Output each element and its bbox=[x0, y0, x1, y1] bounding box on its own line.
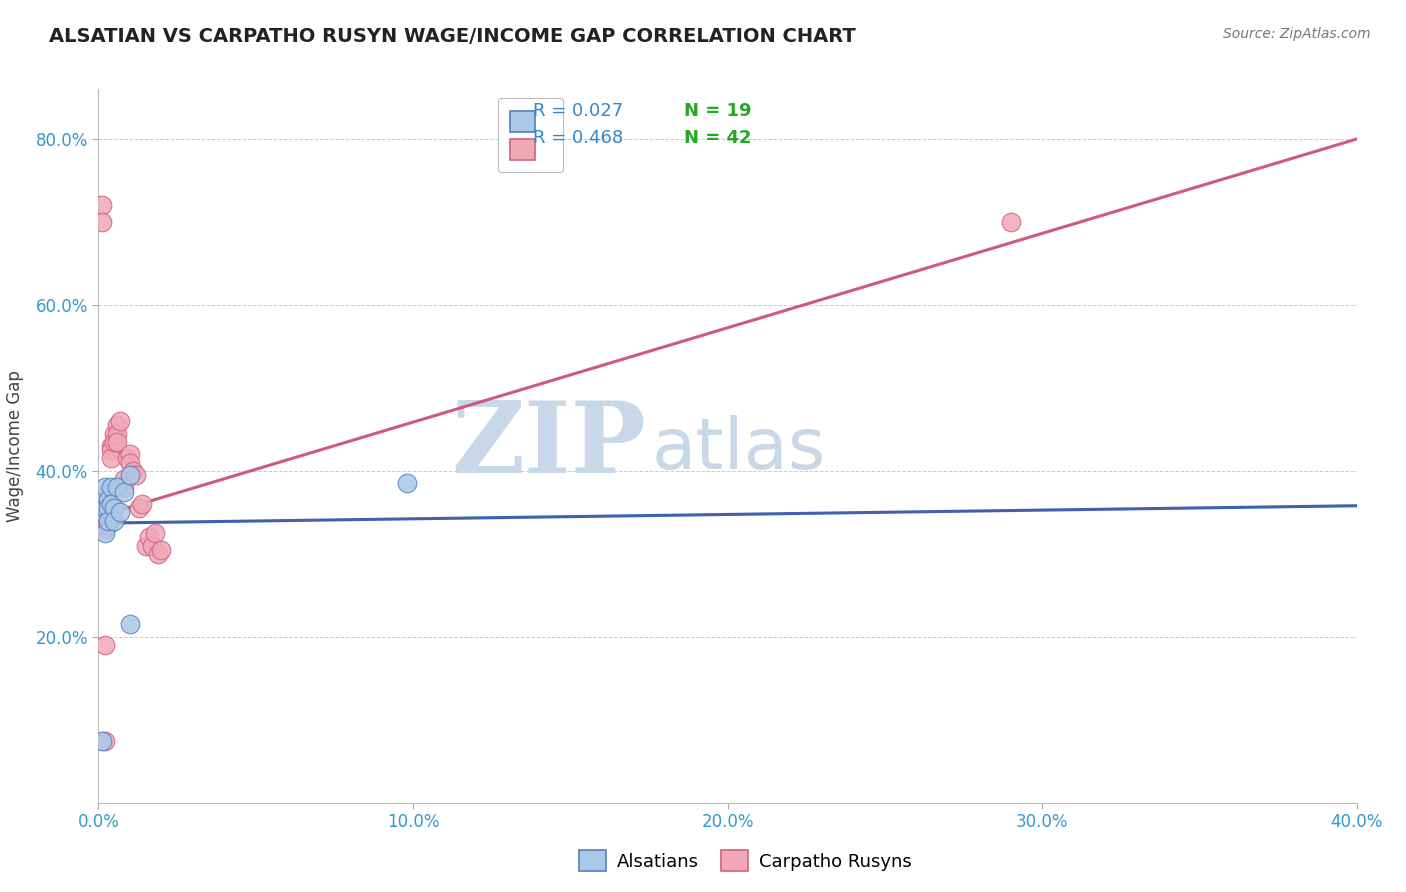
Point bbox=[115, 451, 138, 466]
Text: Source: ZipAtlas.com: Source: ZipAtlas.com bbox=[1223, 27, 1371, 41]
Point bbox=[112, 481, 135, 495]
Point bbox=[131, 497, 153, 511]
Point bbox=[128, 501, 150, 516]
Point bbox=[103, 514, 125, 528]
Point bbox=[97, 484, 120, 499]
Point bbox=[110, 505, 132, 519]
Point bbox=[90, 492, 112, 507]
Point bbox=[97, 492, 120, 507]
Point bbox=[118, 617, 141, 632]
Point bbox=[90, 497, 112, 511]
Point bbox=[97, 492, 120, 507]
Point bbox=[93, 497, 115, 511]
Point bbox=[150, 542, 173, 557]
Point bbox=[93, 522, 115, 536]
Point bbox=[90, 198, 112, 212]
Text: R = 0.027: R = 0.027 bbox=[533, 103, 623, 120]
Point bbox=[100, 439, 122, 453]
Point bbox=[148, 547, 170, 561]
Point bbox=[135, 539, 157, 553]
Point bbox=[122, 464, 145, 478]
Point bbox=[118, 468, 141, 483]
Point bbox=[93, 489, 115, 503]
Point bbox=[97, 501, 120, 516]
Y-axis label: Wage/Income Gap: Wage/Income Gap bbox=[7, 370, 24, 522]
Point bbox=[395, 476, 418, 491]
Point bbox=[97, 501, 120, 516]
Point bbox=[93, 505, 115, 519]
Point bbox=[103, 426, 125, 441]
Point bbox=[112, 484, 135, 499]
Point bbox=[105, 426, 128, 441]
Point bbox=[100, 451, 122, 466]
Point bbox=[97, 517, 120, 532]
Point bbox=[141, 539, 163, 553]
Text: ZIP: ZIP bbox=[451, 398, 645, 494]
Point bbox=[138, 530, 160, 544]
Point bbox=[1000, 215, 1022, 229]
Point bbox=[93, 514, 115, 528]
Point bbox=[93, 501, 115, 516]
Point bbox=[103, 501, 125, 516]
Point bbox=[100, 443, 122, 458]
Text: atlas: atlas bbox=[652, 415, 827, 484]
Text: R = 0.468: R = 0.468 bbox=[533, 129, 623, 147]
Text: N = 19: N = 19 bbox=[683, 103, 751, 120]
Point bbox=[93, 526, 115, 541]
Text: ALSATIAN VS CARPATHO RUSYN WAGE/INCOME GAP CORRELATION CHART: ALSATIAN VS CARPATHO RUSYN WAGE/INCOME G… bbox=[49, 27, 856, 45]
Point bbox=[90, 509, 112, 524]
Point bbox=[90, 733, 112, 747]
Point bbox=[97, 509, 120, 524]
Point bbox=[105, 418, 128, 433]
Point bbox=[143, 526, 166, 541]
Point bbox=[90, 517, 112, 532]
Point bbox=[93, 733, 115, 747]
Point bbox=[105, 481, 128, 495]
Point bbox=[93, 638, 115, 652]
Point bbox=[93, 481, 115, 495]
Point bbox=[110, 414, 132, 428]
Point bbox=[125, 468, 148, 483]
Legend: , : , bbox=[498, 98, 562, 172]
Point bbox=[97, 514, 120, 528]
Point bbox=[90, 215, 112, 229]
Point bbox=[118, 447, 141, 461]
Point bbox=[105, 434, 128, 449]
Point bbox=[90, 505, 112, 519]
Point bbox=[100, 497, 122, 511]
Point bbox=[100, 481, 122, 495]
Point bbox=[112, 472, 135, 486]
Text: N = 42: N = 42 bbox=[683, 129, 751, 147]
Point bbox=[118, 456, 141, 470]
Point bbox=[103, 434, 125, 449]
Legend: Alsatians, Carpatho Rusyns: Alsatians, Carpatho Rusyns bbox=[572, 843, 918, 879]
